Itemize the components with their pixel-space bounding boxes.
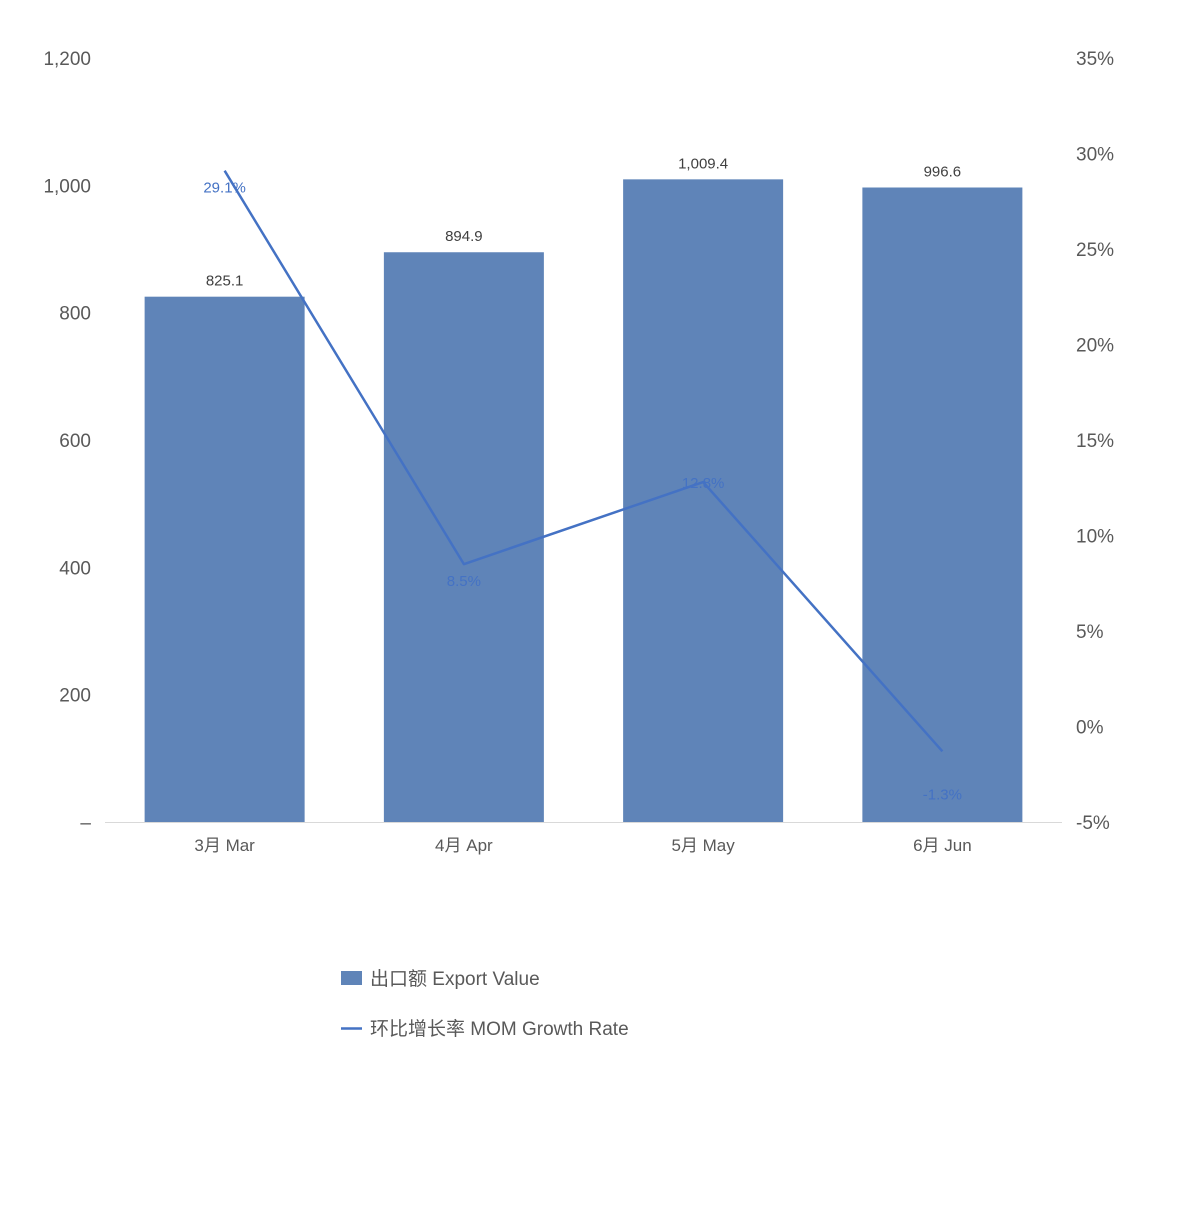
left-tick-label: 800: [59, 304, 91, 325]
left-tick-label: 1,000: [43, 176, 91, 197]
legend-label-export-value: 出口额 Export Value: [370, 968, 540, 990]
line-data-labels: 29.1% 8.5% 12.8% -1.3%: [203, 180, 962, 804]
x-tick-label: 3月 Mar: [194, 836, 255, 855]
right-tick-label: 25%: [1076, 240, 1114, 261]
right-tick-label: -5%: [1076, 813, 1110, 834]
legend: 出口额 Export Value 环比增长率 MOM Growth Rate: [341, 968, 629, 1040]
x-axis-ticks: 3月 Mar 4月 Apr 5月 May 6月 Jun: [194, 836, 971, 855]
bar-4: [862, 187, 1023, 823]
right-axis-ticks: -5% 0% 5% 10% 15% 20% 25% 30% 35%: [1076, 49, 1114, 834]
right-tick-label: 20%: [1076, 336, 1114, 357]
growth-rate-line: [223, 170, 944, 753]
bar-data-label: 1,009.4: [678, 155, 728, 172]
line-series: [223, 170, 944, 753]
line-data-label: 12.8%: [682, 475, 725, 492]
bar-data-label: 894.9: [445, 228, 483, 245]
left-axis-ticks: – 200 400 600 800 1,000 1,200: [43, 49, 91, 834]
right-tick-label: 35%: [1076, 49, 1114, 70]
line-data-label: 8.5%: [447, 573, 481, 590]
x-tick-label: 4月 Apr: [435, 836, 493, 855]
bar-data-labels: 825.1 894.9 1,009.4 996.6: [206, 155, 961, 289]
left-tick-label: 200: [59, 686, 91, 707]
left-tick-label: 400: [59, 558, 91, 579]
bar-1: [144, 296, 305, 822]
legend-label-growth-rate: 环比增长率 MOM Growth Rate: [370, 1018, 629, 1040]
bar-2: [383, 252, 544, 822]
bar-data-label: 996.6: [924, 163, 962, 180]
line-data-label: 29.1%: [203, 180, 246, 197]
legend-swatch-bar: [341, 971, 362, 985]
left-tick-label: 600: [59, 431, 91, 452]
bar-data-label: 825.1: [206, 273, 244, 290]
left-tick-label: –: [80, 813, 91, 834]
line-data-label: -1.3%: [923, 786, 962, 803]
right-tick-label: 30%: [1076, 145, 1114, 166]
right-tick-label: 5%: [1076, 622, 1104, 643]
right-tick-label: 15%: [1076, 431, 1114, 452]
x-tick-label: 5月 May: [671, 836, 735, 855]
right-tick-label: 10%: [1076, 527, 1114, 548]
right-tick-label: 0%: [1076, 718, 1104, 739]
bar-series: [144, 179, 1023, 823]
left-tick-label: 1,200: [43, 49, 91, 70]
x-tick-label: 6月 Jun: [913, 836, 972, 855]
